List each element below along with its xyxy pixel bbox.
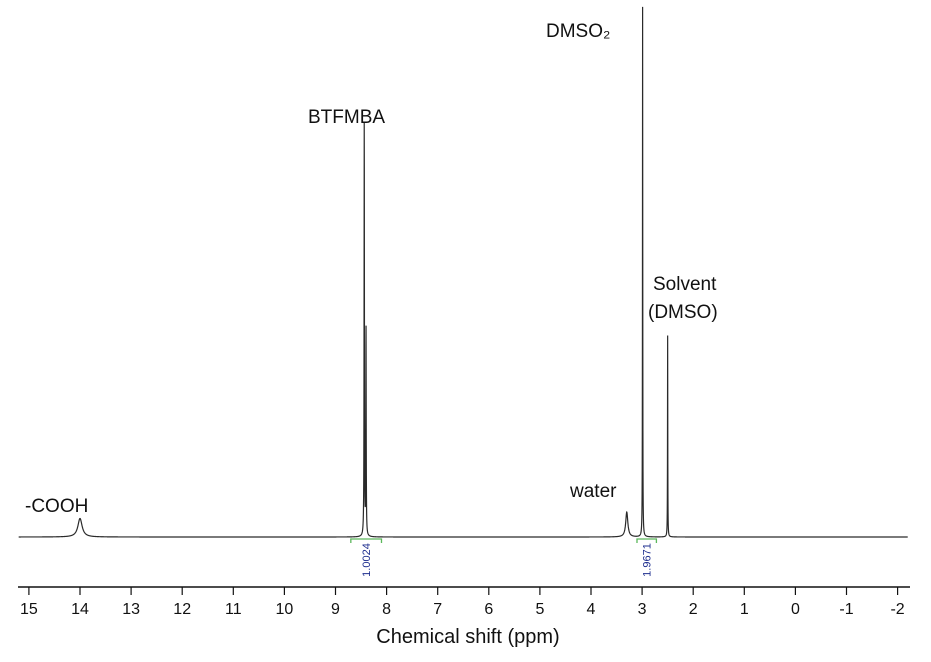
x-tick-label: 7 [433, 601, 442, 618]
x-tick-label: 13 [122, 601, 140, 618]
x-tick-label: -1 [839, 601, 853, 618]
integral-value: 1.0024 [361, 543, 373, 577]
peak-label-dmso2: DMSO₂ [546, 21, 610, 42]
x-tick-label: 6 [484, 601, 493, 618]
x-tick-label: 14 [71, 601, 89, 618]
x-tick-label: -2 [890, 601, 904, 618]
x-axis-ticks: 15 14 13 12 11 10 9 8 7 6 5 4 3 2 1 0 -1 -2 [20, 587, 905, 618]
integral-bracket [350, 538, 383, 543]
x-tick-label: 10 [276, 601, 294, 618]
x-tick-label: 2 [689, 601, 698, 618]
peak-label-solvent-dmso: (DMSO) [648, 302, 718, 323]
integral-value: 1.9671 [642, 543, 654, 577]
x-tick-label: 0 [791, 601, 800, 618]
integral-bracket [636, 538, 658, 543]
x-tick-label: 8 [382, 601, 391, 618]
x-tick-label: 11 [225, 601, 242, 618]
x-tick-label: 5 [535, 601, 544, 618]
peak-label-btfmba: BTFMBA [308, 107, 385, 128]
x-tick-label: 1 [740, 601, 749, 618]
x-tick-label: 4 [587, 601, 596, 618]
spectrum-line [18, 6, 908, 538]
integral-brackets: 1.0024 1.9671 [350, 538, 658, 577]
x-tick-label: 3 [638, 601, 647, 618]
x-axis-title: Chemical shift (ppm) [376, 626, 559, 648]
peak-label-solvent: Solvent [653, 274, 717, 295]
x-tick-label: 12 [173, 601, 191, 618]
peak-label-water: water [569, 481, 617, 502]
x-tick-label: 9 [331, 601, 340, 618]
peak-label-cooh: -COOH [25, 496, 88, 517]
x-tick-label: 15 [20, 601, 38, 618]
